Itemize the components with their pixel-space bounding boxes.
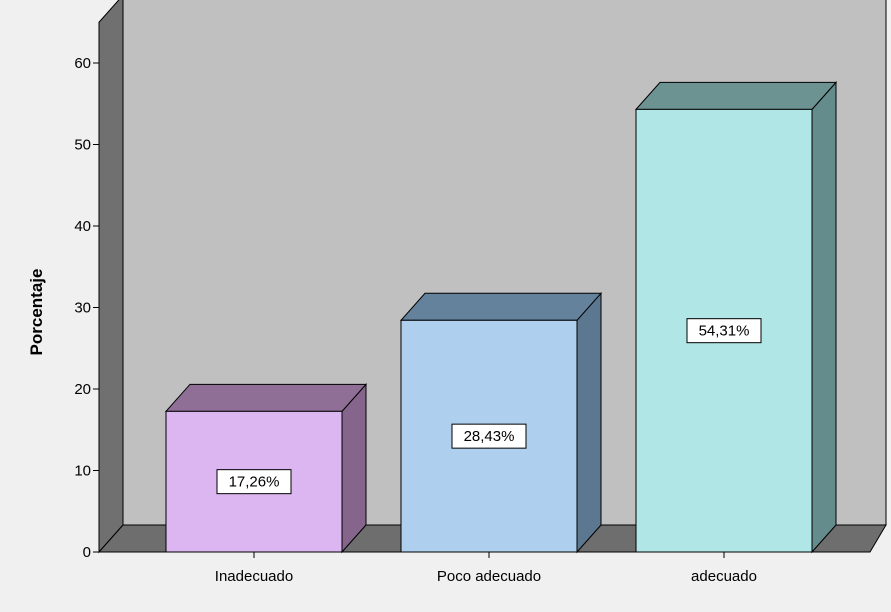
- bar-side: [341, 383, 367, 554]
- plot-side-wall: [98, 0, 124, 554]
- data-label: 28,43%: [464, 428, 515, 445]
- data-label: 54,31%: [699, 323, 750, 340]
- x-tick-label: Poco adecuado: [437, 568, 541, 585]
- data-label-box: [451, 423, 527, 449]
- x-tick-label: Inadecuado: [215, 568, 293, 585]
- y-axis-title: Porcentaje: [27, 269, 46, 356]
- data-label-box: [216, 469, 292, 495]
- bar-top: [634, 81, 838, 110]
- y-tick-label: 0: [83, 544, 91, 561]
- y-tick-label: 50: [74, 137, 91, 154]
- x-tick-label: adecuado: [691, 568, 757, 585]
- y-tick-label: 60: [74, 55, 91, 72]
- bar-top: [399, 292, 603, 321]
- bar-1: 17,26%: [164, 383, 368, 554]
- bar-top: [164, 383, 368, 412]
- bar-2: 28,43%: [399, 291, 603, 554]
- y-tick-label: 30: [74, 300, 91, 317]
- bars: 17,26% 28,43% 54,31%: [164, 81, 838, 554]
- bar-3: 54,31%: [634, 81, 838, 554]
- data-label: 17,26%: [229, 474, 280, 491]
- y-tick-label: 40: [74, 218, 91, 235]
- x-axis: Inadecuado Poco adecuado adecuado: [215, 552, 757, 585]
- bar-side: [811, 81, 837, 554]
- y-tick-label: 20: [74, 381, 91, 398]
- data-label-box: [686, 318, 762, 344]
- y-tick-label: 10: [74, 463, 91, 480]
- y-axis: 0 10 20 30 40 50 60: [74, 55, 99, 561]
- bar-side: [576, 291, 602, 554]
